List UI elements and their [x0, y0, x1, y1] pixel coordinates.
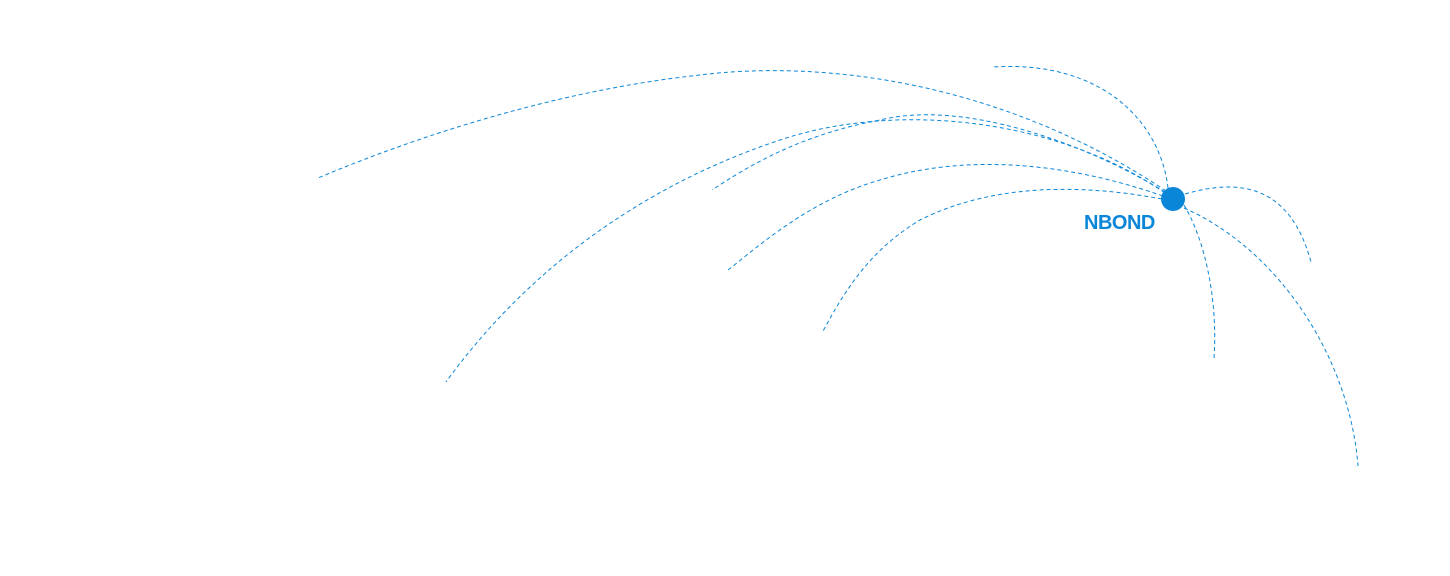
connection-arc — [727, 164, 1164, 271]
hub-label: NBOND — [1084, 212, 1155, 234]
connection-arc — [1183, 207, 1359, 467]
connection-arc — [821, 188, 1163, 334]
connection-arc — [1183, 204, 1216, 359]
connection-arc — [445, 119, 1166, 383]
connection-arc — [992, 65, 1169, 189]
connection-arc — [711, 114, 1166, 193]
connection-arc — [1184, 186, 1312, 263]
connection-arc — [317, 70, 1167, 192]
hub-node — [1161, 187, 1185, 211]
